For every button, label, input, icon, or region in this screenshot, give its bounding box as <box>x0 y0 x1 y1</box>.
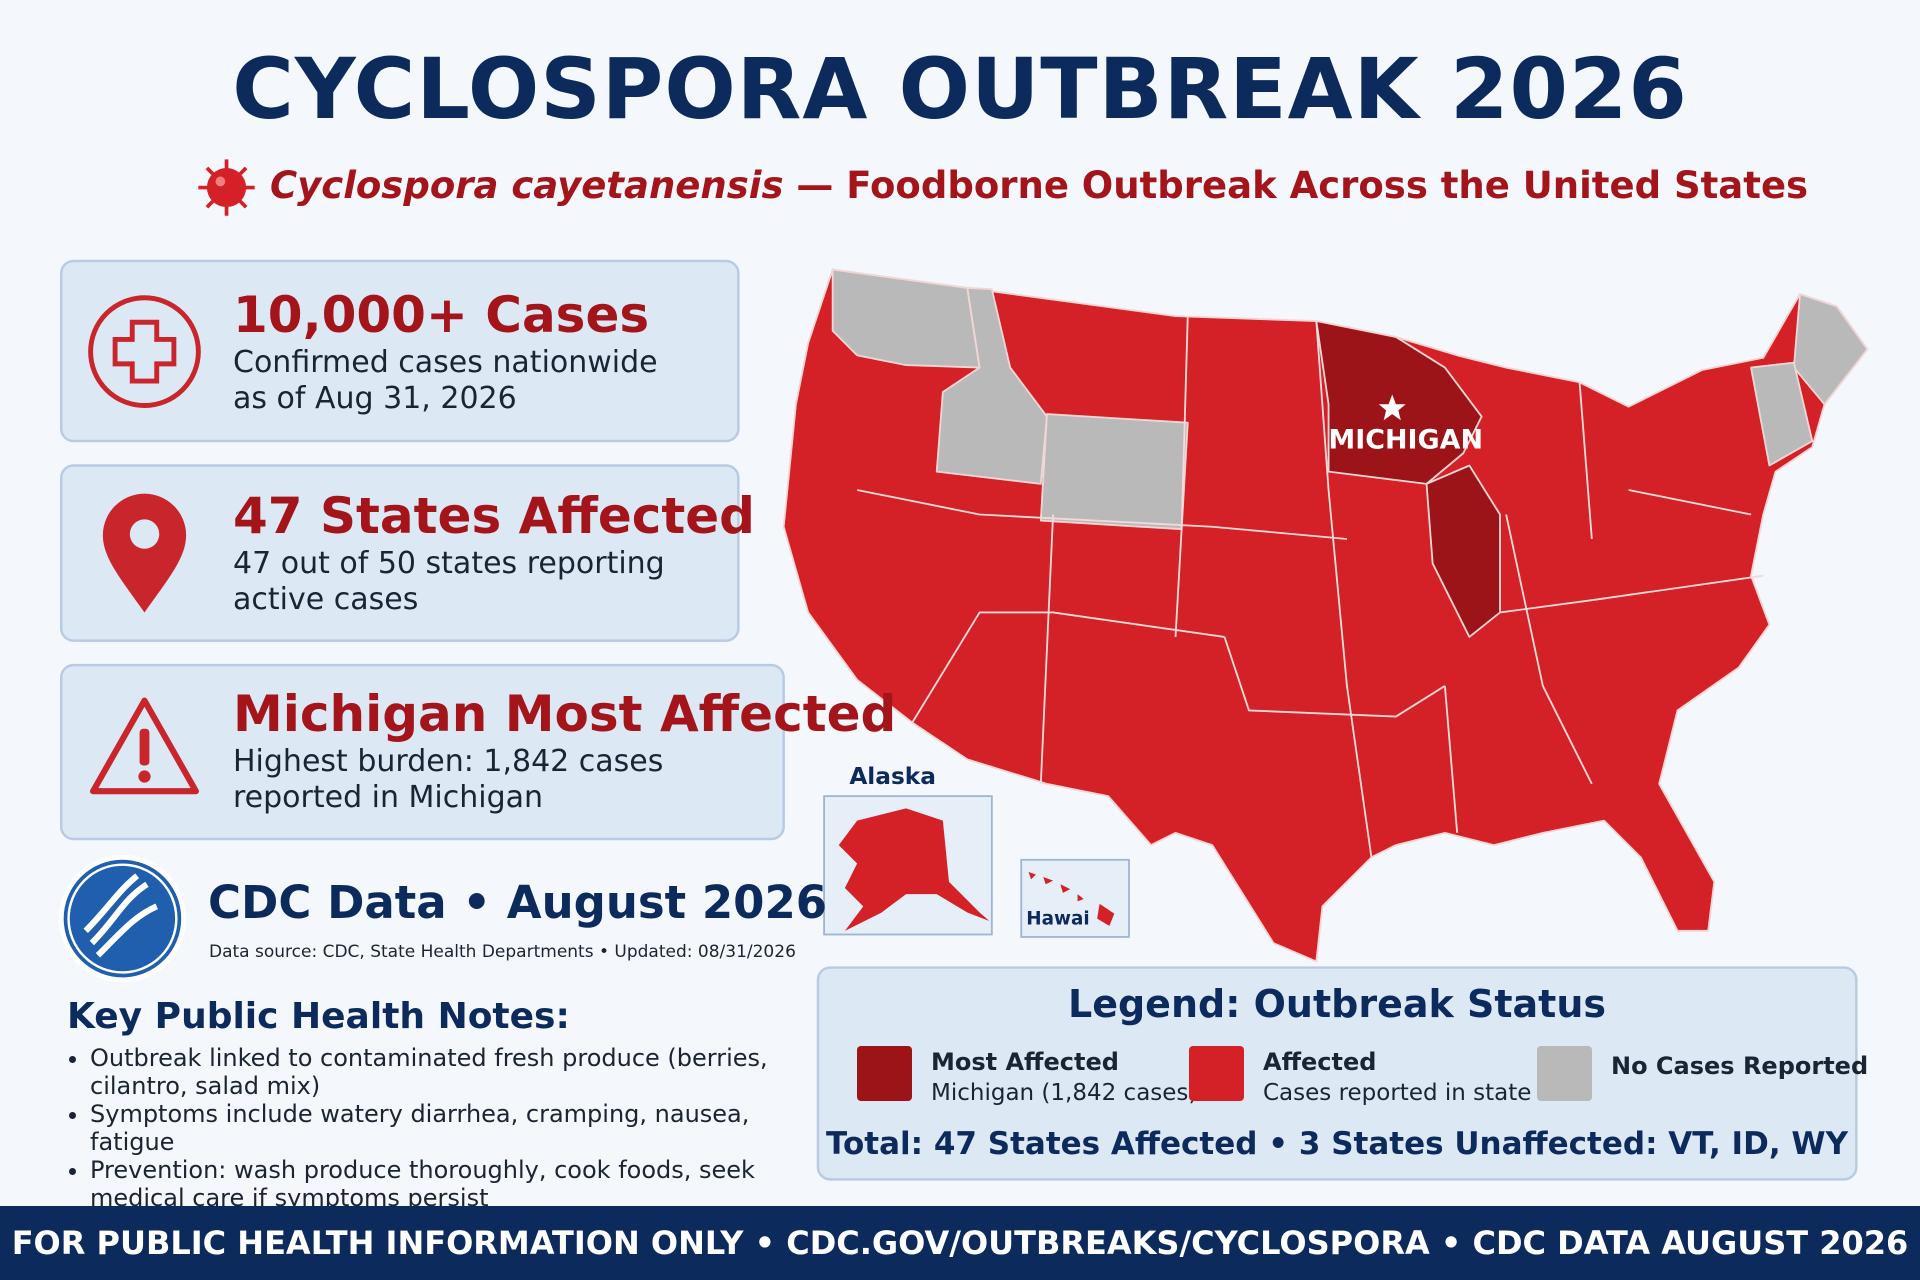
virus-icon <box>198 159 255 216</box>
map-region <box>831 268 981 369</box>
legend-swatch <box>1537 1046 1592 1101</box>
note-item: Prevention: wash produce thoroughly, coo… <box>90 1156 810 1212</box>
subtitle: Cyclospora cayetanensis — Foodborne Outb… <box>270 164 1808 207</box>
stat-text: Michigan Most Affected Highest burden: 1,… <box>233 684 896 816</box>
map-label: Alaska <box>849 763 936 790</box>
stat-line: Confirmed cases nationwide <box>233 345 658 380</box>
warning-icon <box>90 697 199 795</box>
legend-text: Most Affected Michigan (1,842 cases) <box>931 1048 1197 1106</box>
cdc-logo <box>58 854 187 983</box>
legend-swatch <box>857 1046 912 1101</box>
stat-card <box>60 259 740 443</box>
us-map <box>782 268 1869 963</box>
legend-detail: Cases reported in state <box>1263 1080 1532 1106</box>
subtitle-text: — Foodborne Outbreak Across the United S… <box>796 164 1809 207</box>
map-label: MICHIGAN <box>1328 424 1483 455</box>
stat-line: as of Aug 31, 2026 <box>233 381 517 416</box>
map-region <box>1028 872 1115 926</box>
legend-box <box>816 966 1858 1181</box>
map-region <box>1792 293 1869 406</box>
title: CYCLOSPORA OUTBREAK 2026 <box>232 40 1688 138</box>
legend-label: Most Affected <box>931 1048 1119 1076</box>
note-item: Symptoms include watery diarrhea, crampi… <box>90 1100 810 1156</box>
hawaii-inset <box>1020 858 1130 938</box>
subtitle-species: Cyclospora cayetanensis <box>270 164 784 207</box>
star-icon <box>1378 394 1406 421</box>
map-region <box>1315 320 1483 485</box>
stat-line: 47 out of 50 states reporting <box>233 546 665 581</box>
stat-headline: Michigan Most Affected <box>233 685 897 743</box>
legend-title: Legend: Outbreak Status <box>1067 982 1607 1026</box>
map-region <box>838 808 990 931</box>
map-region <box>1750 361 1814 467</box>
notes-title: Key Public Health Notes: <box>67 996 570 1037</box>
stat-line: active cases <box>233 582 419 617</box>
footer: FOR PUBLIC HEALTH INFORMATION ONLY • CDC… <box>0 1206 1920 1280</box>
stat-line: Highest burden: 1,842 cases <box>233 744 664 779</box>
legend-label: No Cases Reported <box>1611 1052 1869 1080</box>
notes-list: Outbreak linked to contaminated fresh pr… <box>72 1044 810 1212</box>
stat-headline: 10,000+ Cases <box>233 286 650 344</box>
legend-text: Affected Cases reported in state <box>1263 1048 1531 1106</box>
stat-card <box>60 663 785 841</box>
legend-text: No Cases Reported <box>1611 1052 1868 1080</box>
stat-card <box>60 464 740 642</box>
source-note: Data source: CDC, State Health Departmen… <box>209 942 796 962</box>
note-item: Outbreak linked to contaminated fresh pr… <box>90 1044 810 1100</box>
map-region <box>935 287 1048 485</box>
pin-icon <box>102 493 187 613</box>
stat-headline: 47 States Affected <box>233 487 755 545</box>
legend-detail: Michigan (1,842 cases) <box>931 1080 1198 1106</box>
source-title: CDC Data • August 2026 <box>208 876 828 929</box>
map-label: Hawai <box>1026 909 1089 930</box>
cross-icon <box>88 295 201 408</box>
stat-line: reported in Michigan <box>233 780 544 815</box>
stat-text: 47 States Affected 47 out of 50 states re… <box>233 486 755 618</box>
stat-text: 10,000+ Cases Confirmed cases nationwide a… <box>233 285 658 417</box>
legend-summary: Total: 47 States Affected • 3 States Una… <box>825 1126 1849 1162</box>
legend-swatch <box>1189 1046 1244 1101</box>
legend-label: Affected <box>1263 1048 1377 1076</box>
map-region <box>1039 413 1189 531</box>
